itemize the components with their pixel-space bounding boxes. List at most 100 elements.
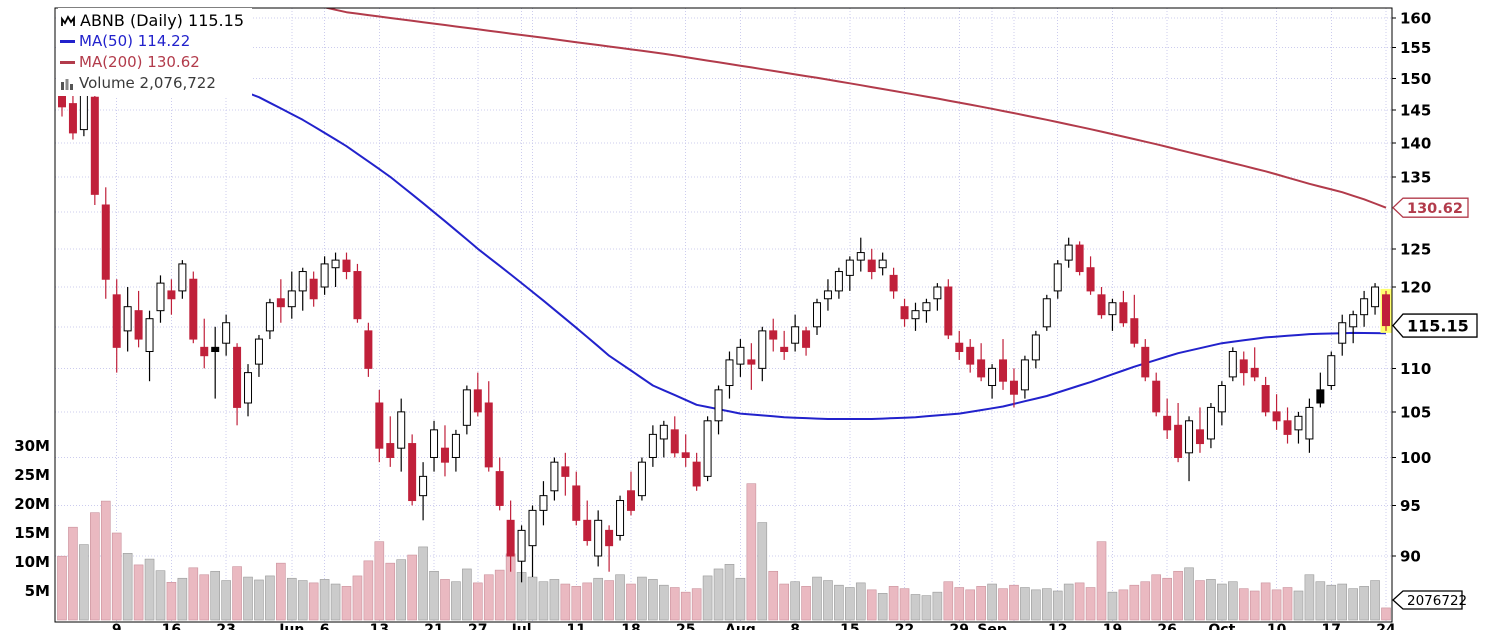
candle-body [681,452,690,458]
ma50-line-swatch [60,40,75,43]
candle-body [506,519,515,557]
volume-axis-label: 10M [14,553,50,571]
volume-axis-label: 5M [25,582,50,600]
candle-body [1031,334,1040,361]
candle-body [911,310,920,320]
candle-body [1283,420,1292,435]
date-axis-label: Jun [278,622,304,630]
candle-body [211,346,220,353]
candle-body [1009,380,1018,395]
candle-body [1305,406,1314,440]
candle-body [605,529,614,547]
candle-body [320,263,329,288]
candle-body [802,330,811,348]
candle-body [692,461,701,487]
volume-bar [232,566,242,621]
volume-axis-label: 25M [14,466,50,484]
candle-body [856,252,865,261]
candle-body [1349,314,1358,328]
candle-body [561,466,570,477]
candle-body [889,274,898,292]
x-axis-labels: 9 16 23 Jun 6 13 21 27 Jul 11 18 25 Aug 8 15 22 29 Sep 12 1… [112,622,1396,630]
candle-body [999,359,1008,382]
candle-body [703,420,712,477]
volume-bar [155,570,166,621]
volume-bar [1151,574,1162,621]
candle-body [254,338,263,365]
candle-body [813,302,822,328]
candle-body [364,330,373,369]
last-price-tag-shape [1392,313,1478,338]
candle-body [276,298,285,308]
candle-body [1075,244,1084,273]
candle-body [1141,346,1150,378]
volume-bars-icon [60,77,75,90]
volume-bar [855,582,866,621]
volume-bar [604,580,614,621]
volume-bar [1020,587,1030,621]
candle-body [1108,302,1117,316]
volume-bar [801,586,811,621]
volume-bar [538,581,549,621]
candle-body [1371,286,1380,308]
volume-bar [1370,580,1380,621]
volume-bar [1315,581,1326,621]
date-axis-label: 15 [840,622,859,630]
volume-bars [57,483,1391,621]
candle-body [616,500,625,536]
candle-body [966,346,975,365]
volume-bar [1041,588,1052,621]
candle-body [90,96,99,195]
date-axis-label: 12 [1048,622,1067,630]
volume-bar [1031,589,1041,621]
volume-bar [724,564,735,621]
price-axis-label: 110 [1400,360,1431,378]
candlesticks [58,69,1390,583]
volume-axis-labels: 30M 25M 20M 15M 10M 5M [14,437,50,600]
volume-bar [308,582,319,621]
date-axis-label: Jul [511,622,532,630]
volume-bar [1249,590,1260,621]
date-axis-label: 23 [216,622,235,630]
candle-body [473,389,482,413]
candle-body [1097,294,1106,316]
volume-bar [1381,607,1391,621]
volume-bar [363,560,374,621]
volume-bar [1096,541,1107,621]
candle-body [955,342,964,353]
candle-body [408,443,417,502]
volume-bar [593,577,603,621]
volume-bar [910,594,921,621]
volume-bar [1271,589,1282,621]
candle-body [878,259,887,269]
candle-body [1272,411,1281,422]
candle-body [594,519,603,557]
volume-bar [866,589,877,621]
candle-body [867,259,876,273]
volume-bar [877,593,888,621]
candle-body [758,330,767,369]
date-axis-label: 27 [468,622,487,630]
date-axis-label: 25 [676,622,695,630]
volume-bar [790,581,800,621]
price-axis-label: 160 [1400,10,1431,28]
chart-legend: ABNB (Daily) 115.15 MA(50) 114.22 MA(200… [58,8,252,96]
volume-bar [1118,589,1129,621]
candle-body [791,326,800,344]
volume-bar [407,554,417,621]
volume-bar [1129,584,1140,621]
volume-bar [987,583,997,621]
volume-bar [352,575,363,621]
volume-bar [779,583,789,621]
volume-bar [418,546,428,621]
legend-ma50-row: MA(50) 114.22 [60,31,244,52]
ma200-tag-shape [1392,197,1469,218]
candle-body [342,259,351,273]
candle-body [156,282,165,312]
ma50-label: MA(50) 114.22 [79,32,191,50]
volume-bar [79,544,89,621]
volume-bar [1074,582,1085,621]
date-axis-label: Sep [977,622,1007,630]
candle-body [747,359,756,365]
candle-body [648,433,657,458]
